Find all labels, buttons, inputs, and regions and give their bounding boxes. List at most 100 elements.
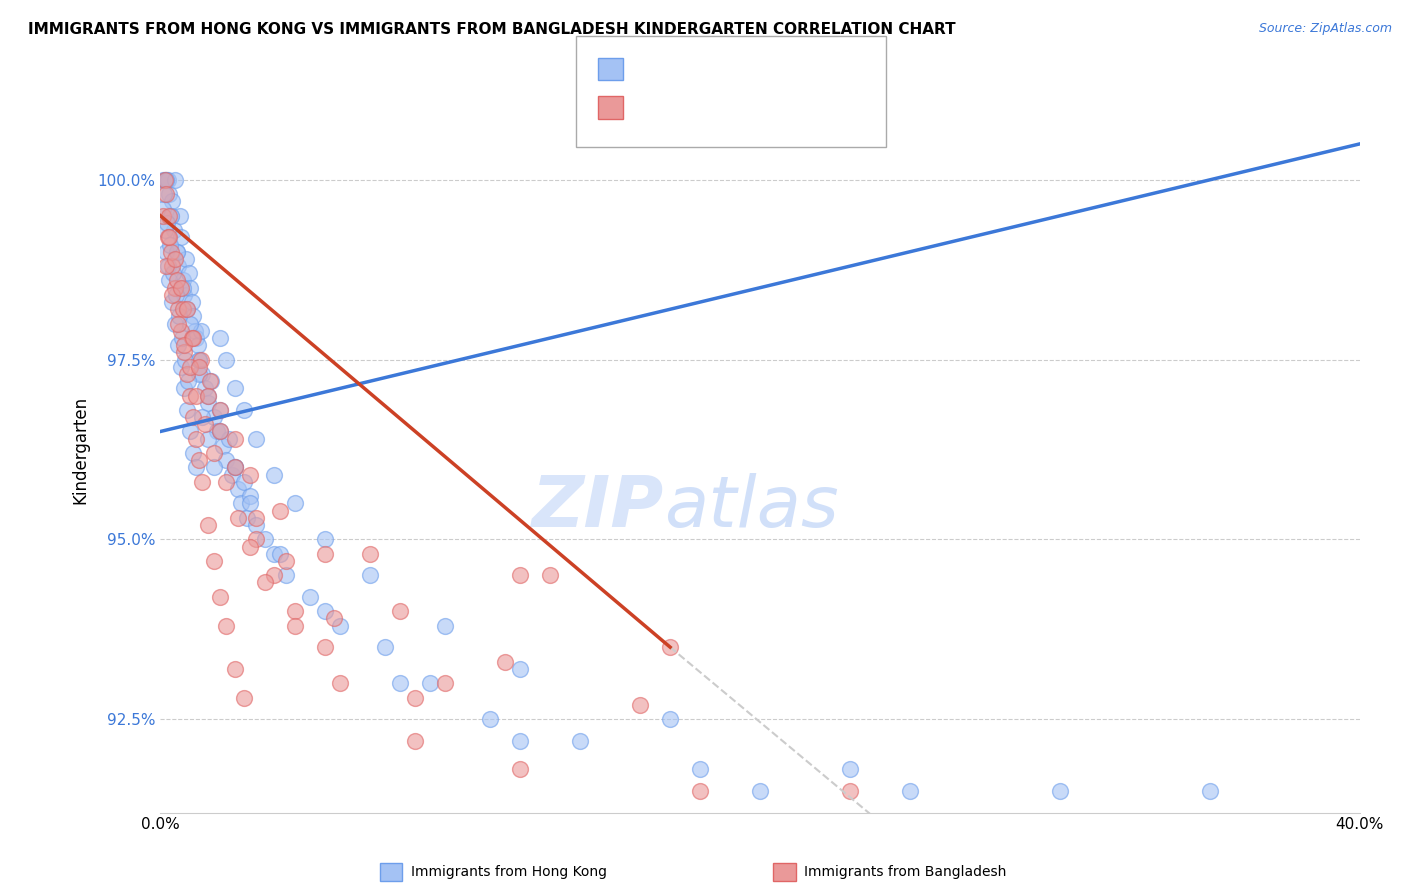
- Point: [839, 763, 862, 777]
- Point: [659, 712, 682, 726]
- Point: [209, 590, 232, 604]
- Text: 0.161: 0.161: [686, 62, 734, 76]
- Point: [197, 518, 219, 533]
- Point: [165, 173, 187, 187]
- Point: [197, 388, 219, 402]
- Point: [167, 259, 190, 273]
- Point: [233, 403, 256, 417]
- Point: [569, 733, 592, 747]
- Point: [180, 295, 202, 310]
- Point: [165, 281, 187, 295]
- Point: [191, 367, 214, 381]
- Point: [159, 273, 181, 287]
- Point: [509, 568, 531, 582]
- Point: [167, 310, 190, 324]
- Point: [276, 554, 298, 568]
- Point: [314, 604, 336, 618]
- Point: [162, 295, 184, 310]
- Point: [162, 259, 184, 273]
- Point: [202, 554, 225, 568]
- Point: [239, 540, 262, 554]
- Point: [179, 317, 201, 331]
- Point: [174, 352, 197, 367]
- Point: [152, 173, 174, 187]
- Point: [170, 324, 193, 338]
- Point: [689, 784, 711, 798]
- Point: [263, 547, 285, 561]
- Point: [314, 533, 336, 547]
- Point: [183, 410, 205, 425]
- Point: [1049, 784, 1071, 798]
- Point: [197, 432, 219, 446]
- Point: [207, 425, 229, 439]
- Point: [233, 475, 256, 489]
- Point: [191, 410, 214, 425]
- Point: [152, 202, 174, 216]
- Point: [173, 345, 195, 359]
- Point: [228, 510, 250, 524]
- Point: [176, 367, 198, 381]
- Point: [538, 568, 561, 582]
- Point: [284, 496, 307, 510]
- Point: [224, 460, 246, 475]
- Point: [165, 252, 187, 266]
- Point: [153, 223, 176, 237]
- Point: [194, 417, 217, 432]
- Point: [254, 575, 277, 590]
- Point: [228, 482, 250, 496]
- Point: [183, 331, 205, 345]
- Point: [179, 388, 201, 402]
- Point: [184, 324, 207, 338]
- Point: [276, 568, 298, 582]
- Point: [404, 690, 426, 705]
- Y-axis label: Kindergarten: Kindergarten: [72, 395, 89, 503]
- Text: atlas: atlas: [664, 473, 839, 542]
- Point: [167, 317, 190, 331]
- Point: [212, 439, 235, 453]
- Point: [166, 244, 188, 259]
- Point: [236, 510, 259, 524]
- Point: [202, 410, 225, 425]
- Point: [224, 381, 246, 395]
- Point: [215, 475, 238, 489]
- Point: [188, 367, 211, 381]
- Text: -0.394: -0.394: [675, 98, 730, 112]
- Text: R =: R =: [633, 62, 661, 76]
- Point: [245, 510, 267, 524]
- Point: [186, 388, 208, 402]
- Point: [170, 359, 193, 374]
- Point: [170, 230, 193, 244]
- Point: [194, 381, 217, 395]
- Point: [284, 618, 307, 632]
- Point: [187, 338, 209, 352]
- Point: [329, 618, 352, 632]
- Point: [359, 568, 381, 582]
- Point: [209, 403, 232, 417]
- Point: [269, 547, 291, 561]
- Point: [221, 467, 243, 482]
- Point: [165, 288, 187, 302]
- Point: [323, 611, 346, 625]
- Point: [263, 467, 285, 482]
- Point: [170, 281, 193, 295]
- Point: [284, 604, 307, 618]
- Point: [173, 381, 195, 395]
- Text: Source: ZipAtlas.com: Source: ZipAtlas.com: [1258, 22, 1392, 36]
- Point: [170, 331, 193, 345]
- Point: [153, 173, 176, 187]
- Point: [209, 425, 232, 439]
- Point: [172, 302, 194, 317]
- Point: [224, 460, 246, 475]
- Point: [159, 209, 181, 223]
- Point: [434, 618, 457, 632]
- Point: [172, 273, 194, 287]
- Point: [155, 173, 177, 187]
- Point: [180, 331, 202, 345]
- Point: [314, 640, 336, 655]
- Point: [163, 223, 186, 237]
- Point: [215, 352, 238, 367]
- Point: [628, 698, 651, 712]
- Point: [329, 676, 352, 690]
- Point: [314, 547, 336, 561]
- Point: [254, 533, 277, 547]
